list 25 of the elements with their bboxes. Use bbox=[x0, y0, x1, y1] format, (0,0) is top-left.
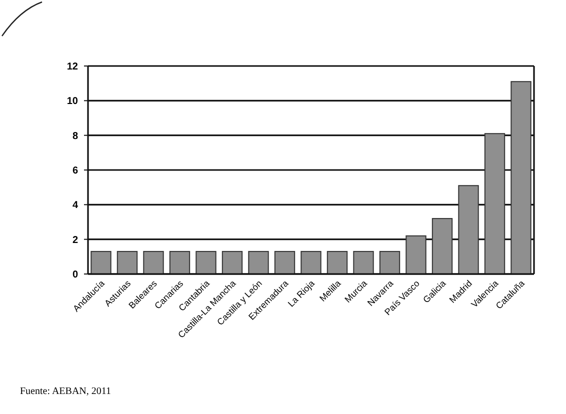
bar bbox=[169, 250, 190, 274]
y-tick-label: 12 bbox=[66, 62, 78, 72]
bar bbox=[510, 81, 532, 274]
source-note: Fuente: AEBAN, 2011 bbox=[20, 386, 112, 397]
bar bbox=[406, 235, 426, 274]
y-tick-label: 6 bbox=[72, 166, 78, 176]
bar bbox=[248, 250, 269, 274]
y-tick-label: 10 bbox=[66, 96, 78, 108]
bar bbox=[353, 250, 374, 274]
bar bbox=[196, 250, 216, 274]
y-tick-label: 2 bbox=[72, 234, 78, 246]
bar bbox=[458, 185, 479, 274]
bar bbox=[143, 250, 164, 274]
bar bbox=[300, 250, 322, 274]
bar bbox=[274, 250, 296, 274]
bar bbox=[222, 250, 243, 274]
bar bbox=[484, 133, 506, 274]
bar bbox=[379, 250, 400, 274]
y-tick-label: 4 bbox=[72, 200, 78, 212]
bar bbox=[432, 218, 453, 274]
bar bbox=[116, 250, 138, 274]
y-tick-label: 0 bbox=[72, 270, 78, 280]
bar bbox=[90, 250, 112, 274]
y-tick-label: 8 bbox=[72, 130, 78, 142]
bar bbox=[326, 250, 348, 274]
